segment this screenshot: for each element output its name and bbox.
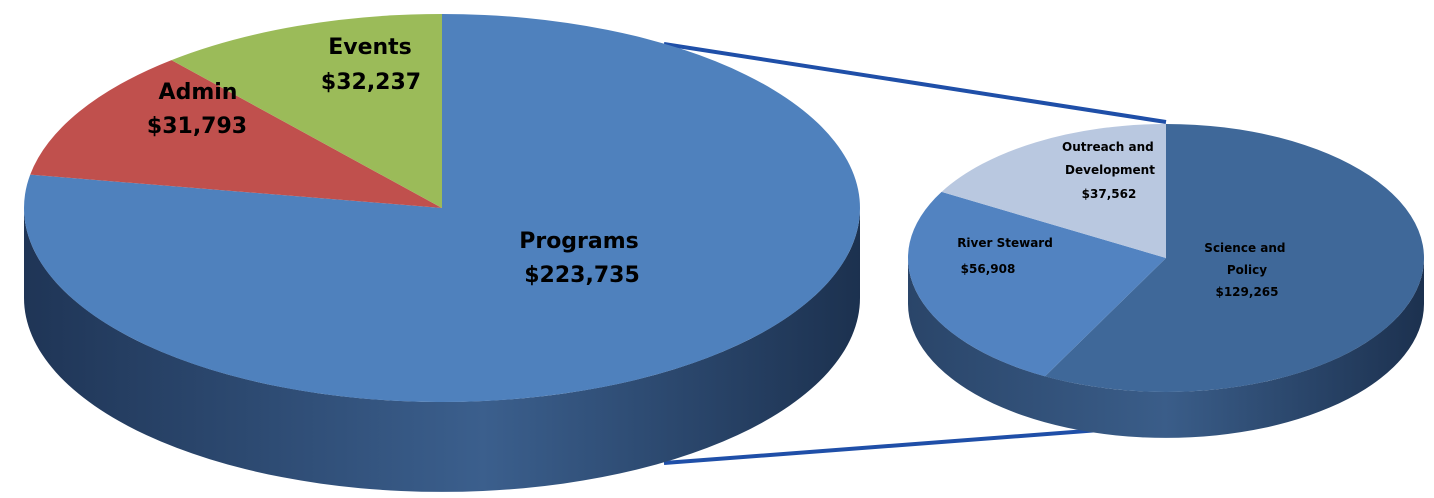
slice-science-and-policy	[1044, 124, 1425, 392]
slice-label-river-steward: River Steward	[957, 236, 1053, 250]
main-pie-side	[24, 208, 860, 492]
connector-line-bottom	[663, 423, 1167, 465]
connector-line-top	[663, 42, 1167, 124]
slice-events	[171, 14, 443, 208]
slice-label-outreach-and-development: Outreach and Development	[1062, 140, 1158, 177]
slice-outreach-and-development	[941, 123, 1166, 258]
slice-label-events: Events	[328, 35, 412, 60]
slice-label-programs: Programs	[519, 229, 639, 254]
slice-value-events: $32,237	[321, 70, 421, 95]
slice-value-outreach-and-development: $37,562	[1082, 187, 1137, 201]
slice-label-admin: Admin	[159, 80, 238, 105]
secondary-pie: Science and Policy $129,265 River Stewar…	[907, 123, 1425, 438]
slice-programs	[24, 14, 861, 402]
slice-river-steward	[907, 191, 1166, 377]
slice-admin	[30, 60, 442, 208]
slice-label-science-and-policy: Science and Policy	[1204, 241, 1289, 277]
secondary-pie-side	[908, 258, 1424, 438]
slice-value-admin: $31,793	[147, 114, 247, 139]
main-pie: Programs $223,735 Admin $31,793 Events $…	[24, 14, 861, 492]
slice-value-programs: $223,735	[524, 263, 640, 288]
slice-value-science-and-policy: $129,265	[1215, 285, 1278, 299]
slice-value-river-steward: $56,908	[961, 262, 1016, 276]
connector-lines	[663, 42, 1167, 465]
